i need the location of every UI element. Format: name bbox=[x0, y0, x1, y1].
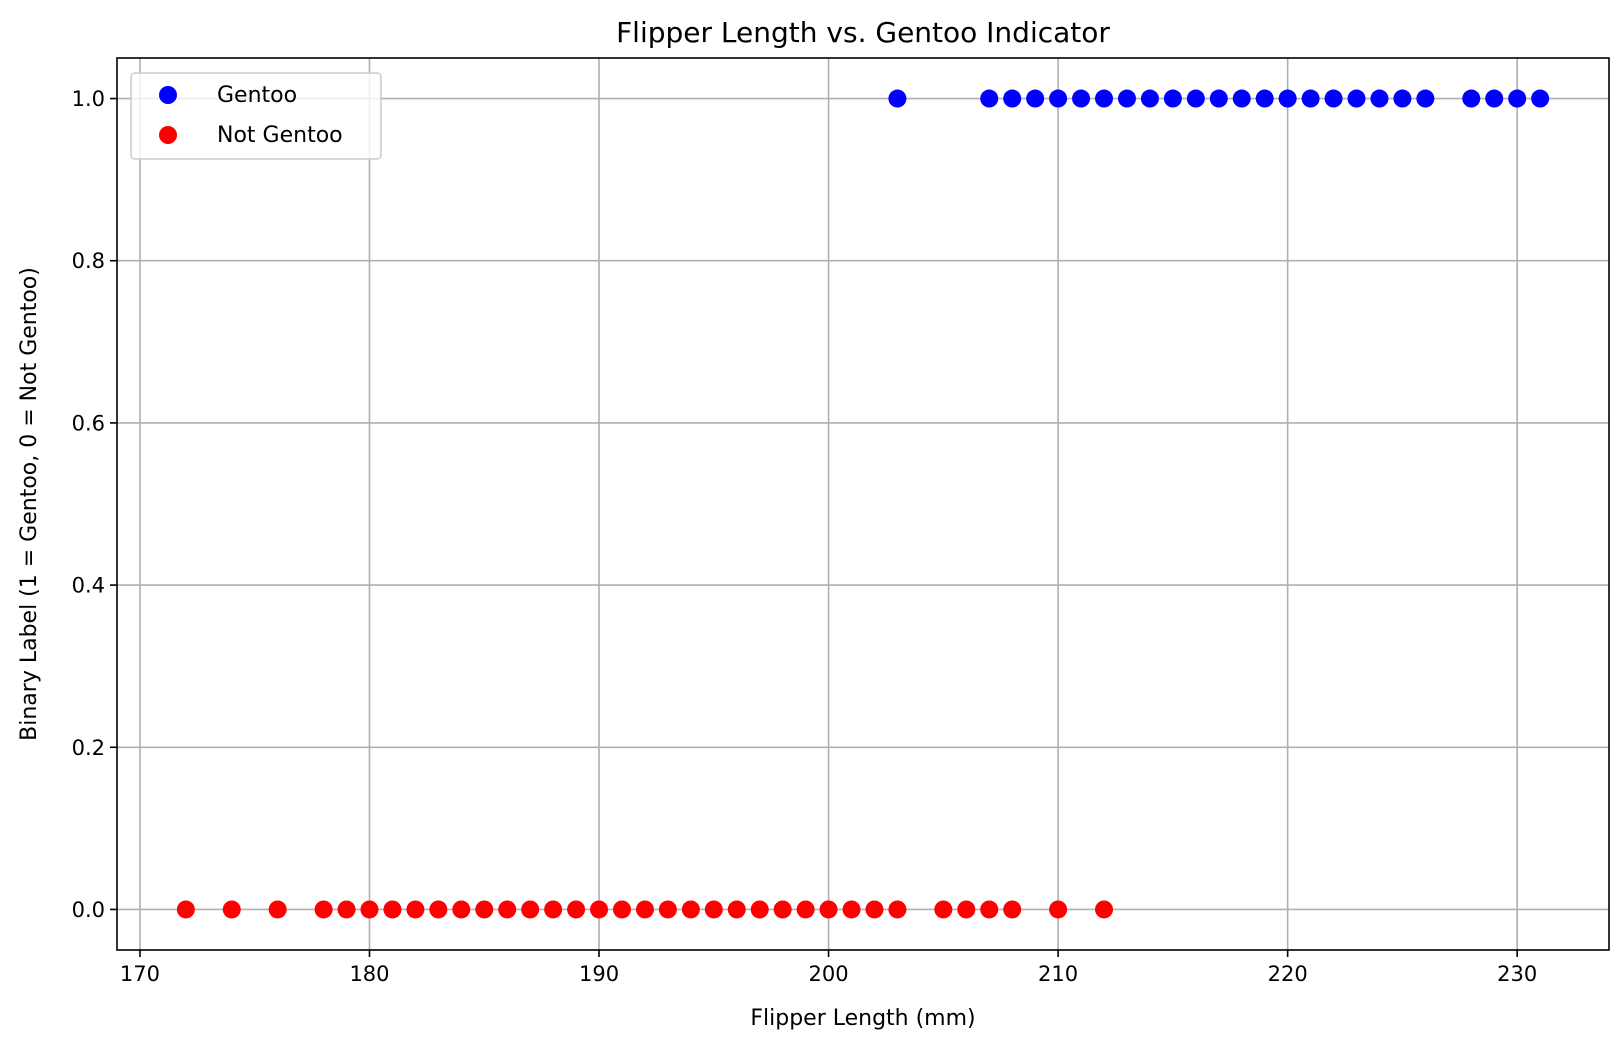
x-tick-label: 220 bbox=[1268, 962, 1308, 986]
data-point-not-gentoo bbox=[704, 900, 723, 919]
data-point-not-gentoo bbox=[773, 900, 792, 919]
data-point-not-gentoo bbox=[383, 900, 402, 919]
data-point-gentoo bbox=[1301, 89, 1320, 108]
legend-marker-not-gentoo bbox=[159, 126, 177, 144]
data-point-not-gentoo bbox=[176, 900, 195, 919]
data-point-not-gentoo bbox=[1095, 900, 1114, 919]
data-point-not-gentoo bbox=[658, 900, 677, 919]
data-point-gentoo bbox=[1531, 89, 1550, 108]
data-point-not-gentoo bbox=[681, 900, 700, 919]
legend-box bbox=[130, 72, 382, 160]
x-tick-label: 210 bbox=[1038, 962, 1078, 986]
data-point-not-gentoo bbox=[957, 900, 976, 919]
data-point-gentoo bbox=[1186, 89, 1205, 108]
x-axis-title: Flipper Length (mm) bbox=[750, 1006, 975, 1031]
data-point-not-gentoo bbox=[429, 900, 448, 919]
data-point-gentoo bbox=[1117, 89, 1136, 108]
data-point-not-gentoo bbox=[750, 900, 769, 919]
data-point-not-gentoo bbox=[268, 900, 287, 919]
data-point-gentoo bbox=[1370, 89, 1389, 108]
legend-label-gentoo: Gentoo bbox=[217, 83, 297, 108]
x-tick-label: 190 bbox=[579, 962, 619, 986]
data-point-gentoo bbox=[1324, 89, 1343, 108]
data-point-gentoo bbox=[1163, 89, 1182, 108]
legend-label-not-gentoo: Not Gentoo bbox=[217, 123, 343, 148]
data-point-gentoo bbox=[1003, 89, 1022, 108]
data-point-gentoo bbox=[1462, 89, 1481, 108]
chart-title: Flipper Length vs. Gentoo Indicator bbox=[616, 16, 1110, 49]
data-point-gentoo bbox=[1232, 89, 1251, 108]
data-point-not-gentoo bbox=[337, 900, 356, 919]
data-point-not-gentoo bbox=[612, 900, 631, 919]
data-point-gentoo bbox=[1049, 89, 1068, 108]
y-tick-label: 0.2 bbox=[72, 736, 105, 760]
data-point-not-gentoo bbox=[934, 900, 953, 919]
data-point-not-gentoo bbox=[796, 900, 815, 919]
y-tick-label: 0.6 bbox=[72, 411, 105, 435]
data-point-not-gentoo bbox=[567, 900, 586, 919]
data-point-not-gentoo bbox=[475, 900, 494, 919]
x-tick-label: 230 bbox=[1497, 962, 1537, 986]
data-point-not-gentoo bbox=[406, 900, 425, 919]
y-tick-label: 1.0 bbox=[72, 87, 105, 111]
data-point-not-gentoo bbox=[842, 900, 861, 919]
data-point-gentoo bbox=[1209, 89, 1228, 108]
data-point-not-gentoo bbox=[635, 900, 654, 919]
data-point-gentoo bbox=[1485, 89, 1504, 108]
data-point-gentoo bbox=[1416, 89, 1435, 108]
data-points bbox=[176, 89, 1550, 919]
data-point-gentoo bbox=[1026, 89, 1045, 108]
data-point-not-gentoo bbox=[819, 900, 838, 919]
data-point-gentoo bbox=[1508, 89, 1527, 108]
data-point-not-gentoo bbox=[544, 900, 563, 919]
data-point-gentoo bbox=[1393, 89, 1412, 108]
data-point-gentoo bbox=[1072, 89, 1091, 108]
x-tick-label: 200 bbox=[809, 962, 849, 986]
data-point-not-gentoo bbox=[888, 900, 907, 919]
y-tick-label: 0.0 bbox=[72, 898, 105, 922]
plot-area-frame bbox=[116, 57, 1610, 951]
data-point-gentoo bbox=[1255, 89, 1274, 108]
y-tick-label: 0.4 bbox=[72, 574, 105, 598]
x-tick-label: 180 bbox=[349, 962, 389, 986]
data-point-gentoo bbox=[1278, 89, 1297, 108]
data-point-not-gentoo bbox=[452, 900, 471, 919]
legend: Gentoo Not Gentoo bbox=[130, 72, 382, 160]
data-point-not-gentoo bbox=[498, 900, 517, 919]
data-point-gentoo bbox=[1347, 89, 1366, 108]
data-point-not-gentoo bbox=[222, 900, 241, 919]
y-axis-title: Binary Label (1 = Gentoo, 0 = Not Gentoo… bbox=[17, 267, 42, 741]
axis-ticks: 170 180 190 200 210 220 230 0.0 0.2 0.4 0.6 0.8 1.0 bbox=[72, 87, 1538, 986]
data-point-gentoo bbox=[980, 89, 999, 108]
data-point-not-gentoo bbox=[521, 900, 540, 919]
data-point-not-gentoo bbox=[360, 900, 379, 919]
data-point-not-gentoo bbox=[865, 900, 884, 919]
data-point-not-gentoo bbox=[1049, 900, 1068, 919]
data-point-not-gentoo bbox=[314, 900, 333, 919]
data-point-not-gentoo bbox=[980, 900, 999, 919]
x-tick-label: 170 bbox=[120, 962, 160, 986]
data-point-gentoo bbox=[1095, 89, 1114, 108]
y-tick-label: 0.8 bbox=[72, 249, 105, 273]
data-point-gentoo bbox=[1140, 89, 1159, 108]
data-point-not-gentoo bbox=[590, 900, 609, 919]
legend-marker-gentoo bbox=[159, 86, 177, 104]
data-point-not-gentoo bbox=[727, 900, 746, 919]
data-point-not-gentoo bbox=[1003, 900, 1022, 919]
data-point-gentoo bbox=[888, 89, 907, 108]
